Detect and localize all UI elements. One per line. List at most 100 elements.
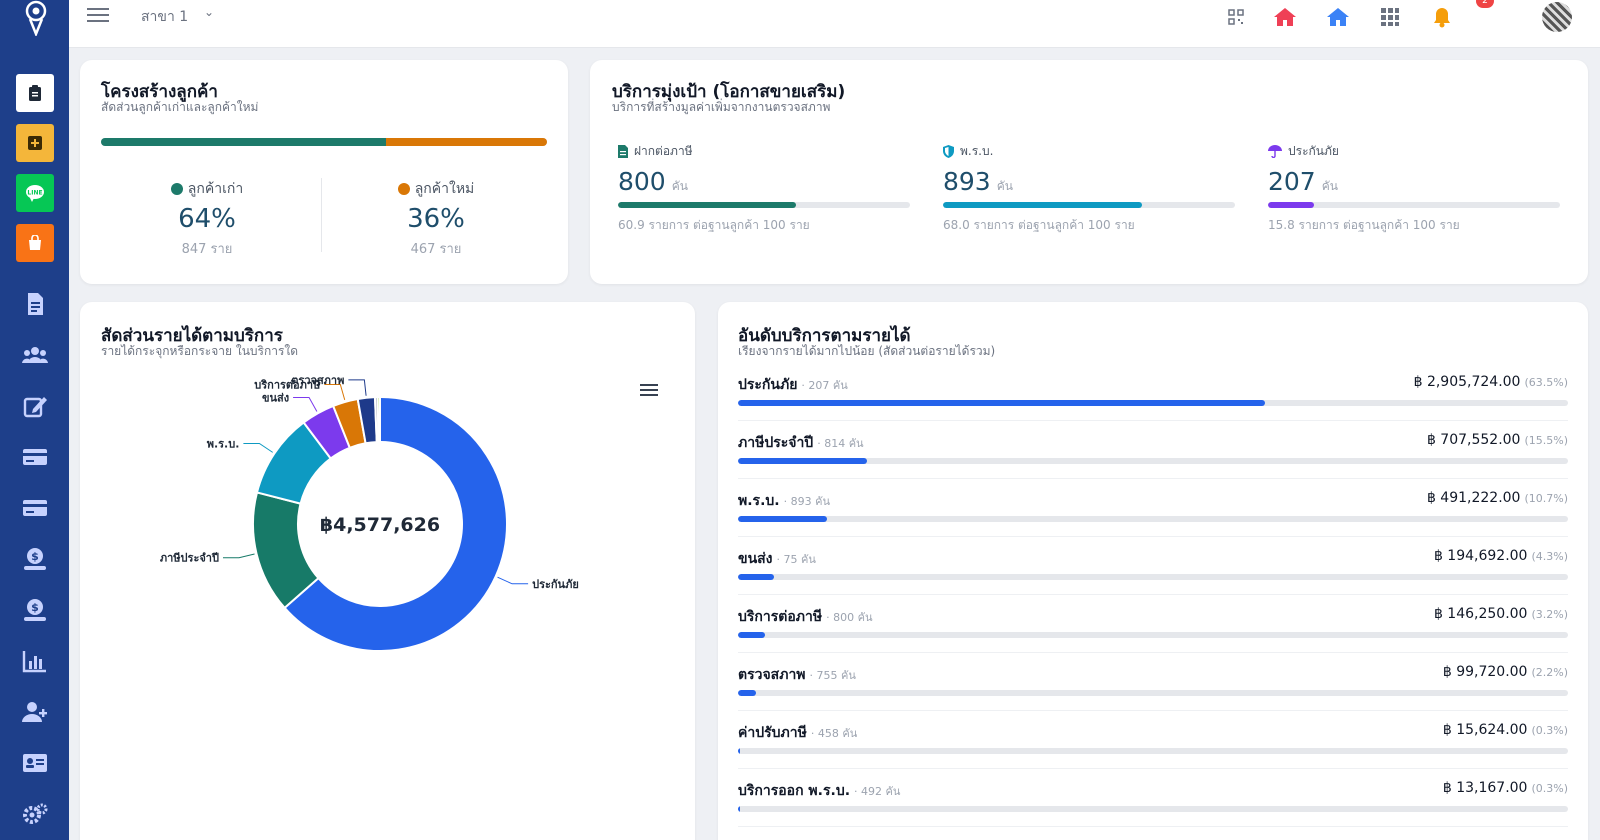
service-amount-text: ฿ 13,167.00 xyxy=(1442,780,1528,796)
service-count: · 75 คัน xyxy=(776,553,816,566)
service-bar-track xyxy=(738,690,1568,696)
top-bar: สาขา 1 ⌄ 2 xyxy=(69,0,1600,48)
service-pct: (10.7%) xyxy=(1524,492,1568,505)
donut-label: ประกันภัย xyxy=(532,578,579,591)
service-count: · 893 คัน xyxy=(783,495,830,508)
service-name-text: ภาษีประจำปี xyxy=(738,435,814,451)
sidebar-card-2[interactable] xyxy=(19,494,51,522)
service-amount-text: ฿ 707,552.00 xyxy=(1426,432,1521,448)
sidebar-document[interactable] xyxy=(19,290,51,318)
sidebar-id-card[interactable] xyxy=(19,749,51,777)
sidebar-card-1[interactable] xyxy=(19,443,51,471)
customer-structure-subtitle: สัดส่วนลูกค้าเก่าและลูกค้าใหม่ xyxy=(101,100,259,114)
service-pct: (0.3%) xyxy=(1531,782,1568,795)
table-row[interactable]: ขนส่ง · 75 คัน ฿ 194,692.00 (4.3%) xyxy=(738,548,1568,605)
target-item-unit: คัน xyxy=(1321,179,1338,193)
target-item-track xyxy=(618,202,910,208)
service-amount: ฿ 99,720.00 (2.2%) xyxy=(1443,664,1568,680)
old-customer-pct: 64% xyxy=(178,204,236,234)
table-row[interactable]: บริการออก พ.ร.บ. · 492 คัน ฿ 13,167.00 (0.3… xyxy=(738,780,1568,837)
apps-grid-icon[interactable] xyxy=(1377,4,1403,30)
old-customer-label: ลูกค้าเก่า xyxy=(187,181,244,197)
service-bar-fill xyxy=(738,748,741,754)
service-amount: ฿ 707,552.00 (15.5%) xyxy=(1427,432,1568,448)
service-bar-fill xyxy=(738,690,757,696)
new-customer-label: ลูกค้าใหม่ xyxy=(414,181,475,197)
table-row[interactable]: ค่าปรับภาษี · 458 คัน ฿ 15,624.00 (0.3%) xyxy=(738,722,1568,779)
service-amount-text: ฿ 194,692.00 xyxy=(1433,548,1528,564)
target-item-unit: คัน xyxy=(671,179,688,193)
menu-toggle-icon[interactable] xyxy=(87,8,109,24)
sidebar-add-user[interactable] xyxy=(19,698,51,726)
table-row[interactable]: ภาษีประจำปี · 814 คัน ฿ 707,552.00 (15.5%) xyxy=(738,432,1568,489)
sidebar-payment-2[interactable]: $ xyxy=(19,596,51,624)
home-red-icon[interactable] xyxy=(1272,4,1298,30)
service-bar-fill xyxy=(738,574,774,580)
target-item-note: 68.0 รายการ ต่อฐานลูกค้า 100 ราย xyxy=(943,218,1135,232)
target-item-label: ประกันภัย xyxy=(1288,144,1339,158)
avatar[interactable] xyxy=(1542,2,1572,32)
table-row[interactable]: ตรวจสภาพ · 755 คัน ฿ 99,720.00 (2.2%) xyxy=(738,664,1568,721)
donut-slice[interactable] xyxy=(376,395,381,444)
bell-icon[interactable] xyxy=(1429,4,1455,30)
sidebar-payment-1[interactable]: $ xyxy=(19,545,51,573)
edit-icon xyxy=(23,397,47,418)
old-customer-stat: ลูกค้าเก่า 64% 847 ราย xyxy=(107,178,307,259)
branch-selector[interactable]: สาขา 1 xyxy=(141,9,189,25)
target-item-fill xyxy=(1268,202,1315,208)
target-item-fill xyxy=(618,202,796,208)
chevron-down-icon[interactable]: ⌄ xyxy=(204,5,215,19)
table-row[interactable]: ประกันภัย · 207 คัน ฿ 2,905,724.00 (63.5%) xyxy=(738,374,1568,431)
sidebar-shop-button[interactable] xyxy=(16,224,54,262)
sidebar-customers[interactable] xyxy=(19,341,51,369)
chart-menu-icon[interactable] xyxy=(640,384,658,398)
target-item-value: 207 xyxy=(1268,167,1316,196)
sidebar-clipboard-button[interactable] xyxy=(16,74,54,112)
svg-text:LINE: LINE xyxy=(27,190,42,197)
service-bar-fill xyxy=(738,806,741,812)
bar-chart-icon xyxy=(22,651,46,673)
table-row[interactable]: บริการต่อภาษี · 800 คัน ฿ 146,250.00 (3.2%) xyxy=(738,606,1568,663)
service-amount: ฿ 13,167.00 (0.3%) xyxy=(1443,780,1568,796)
service-pct: (4.3%) xyxy=(1531,550,1568,563)
file-text-icon xyxy=(28,293,43,315)
service-name: ประกันภัย · 207 คัน xyxy=(738,374,848,396)
service-count: · 755 คัน xyxy=(809,669,856,682)
new-customer-count: 467 ราย xyxy=(410,242,462,257)
qr-code-icon[interactable] xyxy=(1223,4,1249,30)
service-name: ค่าปรับภาษี · 458 คัน xyxy=(738,722,857,744)
donut-slice[interactable] xyxy=(283,395,508,652)
revenue-ranking-card: อันดับบริการตามรายได้ เรียงจากรายได้มากไ… xyxy=(718,302,1588,840)
old-customer-bar xyxy=(101,138,387,146)
target-item-tax-renewal: ฝากต่อภาษี 800 คัน 60.9 รายการ ต่อฐานลูกค… xyxy=(618,142,910,235)
row-divider xyxy=(738,652,1568,653)
umbrella-icon xyxy=(1268,145,1282,158)
donut-label: ขนส่ง xyxy=(262,392,289,405)
service-count: · 814 คัน xyxy=(817,437,864,450)
revenue-share-subtitle: รายได้กระจุกหรือกระจาย ในบริการใด xyxy=(101,344,299,358)
clipboard-icon xyxy=(29,85,41,101)
old-customer-dot-icon xyxy=(170,183,183,195)
donut-label: ภาษีประจำปี xyxy=(160,552,219,565)
table-row[interactable]: พ.ร.บ. · 893 คัน ฿ 491,222.00 (10.7%) xyxy=(738,490,1568,547)
service-bar-track xyxy=(738,458,1568,464)
donut-label-line xyxy=(222,553,255,559)
service-amount: ฿ 2,905,724.00 (63.5%) xyxy=(1414,374,1568,390)
target-item-track xyxy=(943,202,1235,208)
stat-divider xyxy=(321,178,322,252)
home-blue-icon[interactable] xyxy=(1325,4,1351,30)
row-divider xyxy=(738,478,1568,479)
sidebar-line-button[interactable]: LINE xyxy=(16,174,54,212)
logo-icon[interactable] xyxy=(22,0,50,36)
service-pct: (3.2%) xyxy=(1531,608,1568,621)
donut-total: ฿4,577,626 xyxy=(320,514,440,536)
sidebar-reports[interactable] xyxy=(19,647,51,675)
sidebar-edit[interactable] xyxy=(19,392,51,420)
service-bar-track xyxy=(738,574,1568,580)
sidebar-add-button[interactable] xyxy=(16,124,54,162)
donut-label-line xyxy=(324,384,346,401)
donut-label-line xyxy=(348,379,367,396)
target-item-label: ฝากต่อภาษี xyxy=(634,144,693,158)
sidebar-settings[interactable] xyxy=(19,800,51,828)
revenue-ranking-subtitle: เรียงจากรายได้มากไปน้อย (สัดส่วนต่อรายได… xyxy=(738,344,996,358)
